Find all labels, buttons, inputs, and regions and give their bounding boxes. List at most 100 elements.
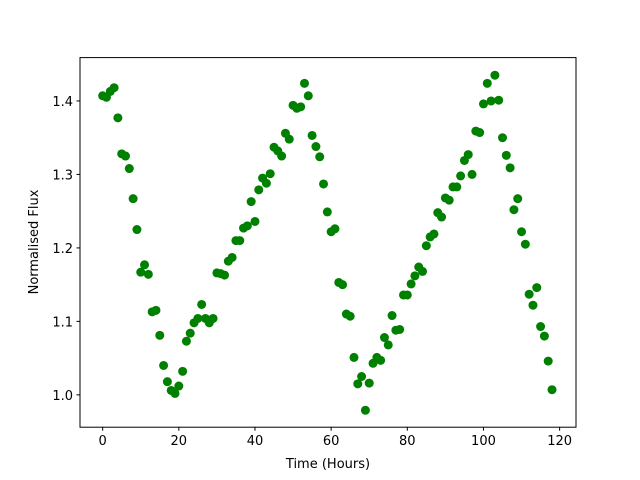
point [159, 360, 169, 370]
point [178, 366, 188, 376]
point [170, 388, 180, 398]
point [235, 236, 245, 246]
x-tick-label: 100 [471, 434, 496, 449]
point [151, 305, 161, 315]
point [284, 134, 294, 144]
point [322, 207, 332, 217]
point [227, 252, 237, 262]
point [395, 324, 405, 334]
point [410, 271, 420, 281]
point [349, 352, 359, 362]
point [467, 169, 477, 179]
point [387, 311, 397, 321]
point [250, 216, 260, 226]
y-tick-label: 1.1 [52, 315, 73, 330]
point [536, 322, 546, 332]
point [437, 212, 447, 222]
point [463, 150, 473, 160]
point [539, 331, 549, 341]
point [532, 283, 542, 293]
point [353, 379, 363, 389]
y-axis-label: Normalised Flux [27, 189, 42, 294]
point [254, 185, 264, 195]
point [421, 241, 431, 251]
point [379, 333, 389, 343]
point [429, 229, 439, 239]
x-axis-label: Time (Hours) [285, 457, 370, 472]
x-tick-label: 0 [99, 434, 107, 449]
point [155, 330, 165, 340]
point [338, 280, 348, 290]
point [547, 385, 557, 395]
point [181, 336, 191, 346]
point [452, 182, 462, 192]
point [524, 289, 534, 299]
x-tick-label: 60 [323, 434, 340, 449]
point [478, 99, 488, 109]
point [456, 171, 466, 181]
point [494, 95, 504, 105]
point [513, 194, 523, 204]
point [543, 356, 553, 366]
point [345, 311, 355, 321]
point [505, 163, 515, 173]
point [311, 142, 321, 152]
point [498, 133, 508, 143]
point [296, 102, 306, 112]
point [140, 260, 150, 270]
point [132, 225, 142, 235]
point [418, 266, 428, 276]
point [475, 128, 485, 138]
point [109, 83, 119, 93]
y-tick-label: 1.2 [52, 242, 73, 257]
point [277, 151, 287, 161]
point [265, 169, 275, 179]
point [357, 371, 367, 381]
point [121, 151, 131, 161]
point [124, 164, 134, 174]
x-tick-label: 40 [247, 434, 264, 449]
x-tick-label: 120 [547, 434, 572, 449]
point [383, 340, 393, 350]
point [185, 328, 195, 338]
point [261, 178, 271, 188]
point [307, 130, 317, 140]
point [517, 227, 527, 237]
point [143, 269, 153, 279]
point [220, 270, 230, 280]
point [174, 381, 184, 391]
point [303, 91, 313, 101]
point [376, 355, 386, 365]
point [128, 194, 138, 204]
point [113, 113, 123, 123]
point [360, 405, 370, 415]
plot-frame [79, 57, 577, 428]
point [242, 221, 252, 231]
point [490, 70, 500, 80]
points [98, 70, 557, 415]
point [162, 377, 172, 387]
point [444, 195, 454, 205]
point [319, 179, 329, 189]
point [486, 96, 496, 106]
point [364, 378, 374, 388]
point [402, 290, 412, 300]
point [246, 197, 256, 207]
point [197, 299, 207, 309]
x-tick-label: 80 [399, 434, 416, 449]
point [315, 152, 325, 162]
point [136, 267, 146, 277]
point [299, 78, 309, 88]
point [208, 313, 218, 323]
point [406, 279, 416, 289]
y-tick-label: 1.4 [52, 95, 73, 110]
y-tick-label: 1.0 [52, 389, 73, 404]
point [501, 150, 511, 160]
x-tick-label: 20 [171, 434, 188, 449]
y-tick-label: 1.3 [52, 168, 73, 183]
point [528, 300, 538, 310]
point [482, 78, 492, 88]
